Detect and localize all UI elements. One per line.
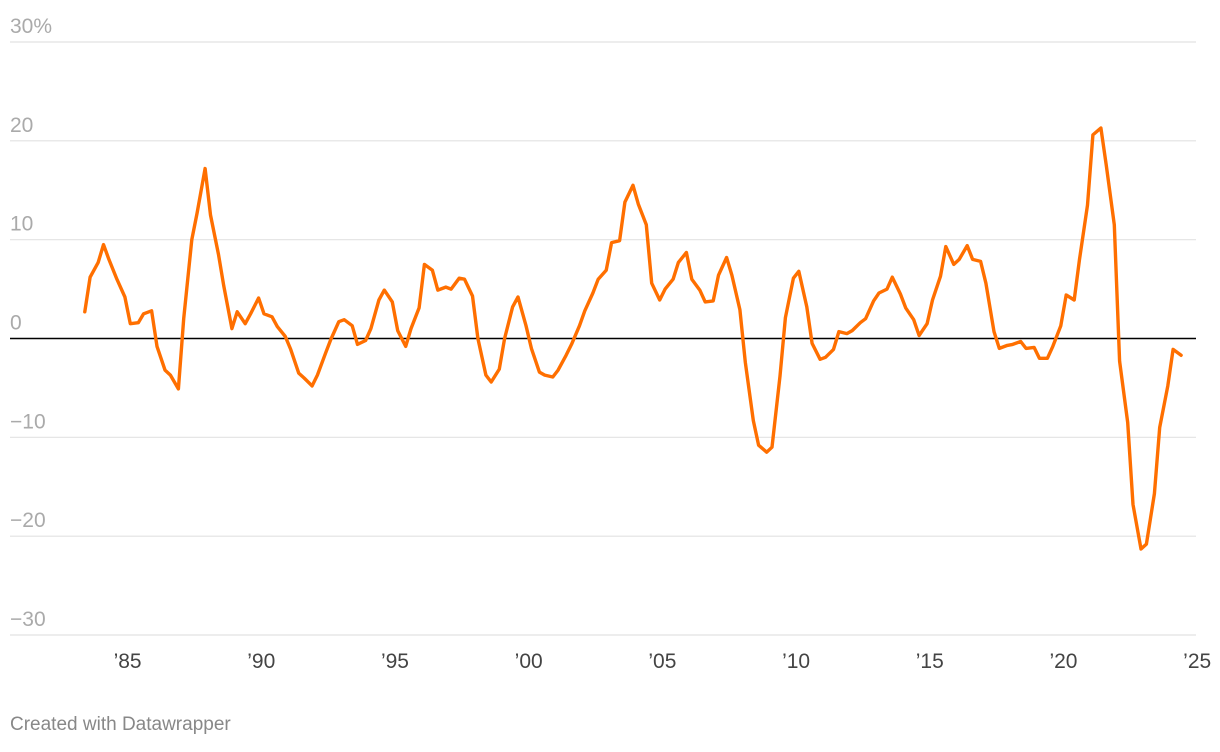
x-tick-label: ’20 [1049, 650, 1077, 673]
y-tick-label: −10 [10, 410, 46, 433]
x-tick-label: ’00 [515, 650, 543, 673]
x-axis-tick-labels: ’85 ’90 ’95 ’00 ’05 ’10 ’15 ’20 ’25 [114, 650, 1212, 673]
chart-credit: Created with Datawrapper [10, 714, 231, 735]
x-tick-label: ’95 [381, 650, 409, 673]
y-tick-label: 10 [10, 213, 33, 236]
x-tick-label: ’85 [114, 650, 142, 673]
series-layer [83, 126, 1183, 551]
y-tick-label: 20 [10, 114, 33, 137]
x-tick-label: ’15 [916, 650, 944, 673]
x-tick-label: ’90 [247, 650, 275, 673]
series-line [83, 126, 1183, 551]
x-tick-label: ’05 [648, 650, 676, 673]
y-tick-label: −20 [10, 509, 46, 532]
y-tick-label: 30% [10, 15, 52, 38]
gridlines [10, 41, 1196, 636]
x-tick-label: ’25 [1183, 650, 1211, 673]
x-tick-label: ’10 [782, 650, 810, 673]
y-tick-label: −30 [10, 608, 46, 631]
y-axis-tick-labels: 30% 20 10 0 −10 −20 −30 [10, 15, 52, 631]
y-tick-label: 0 [10, 312, 22, 335]
